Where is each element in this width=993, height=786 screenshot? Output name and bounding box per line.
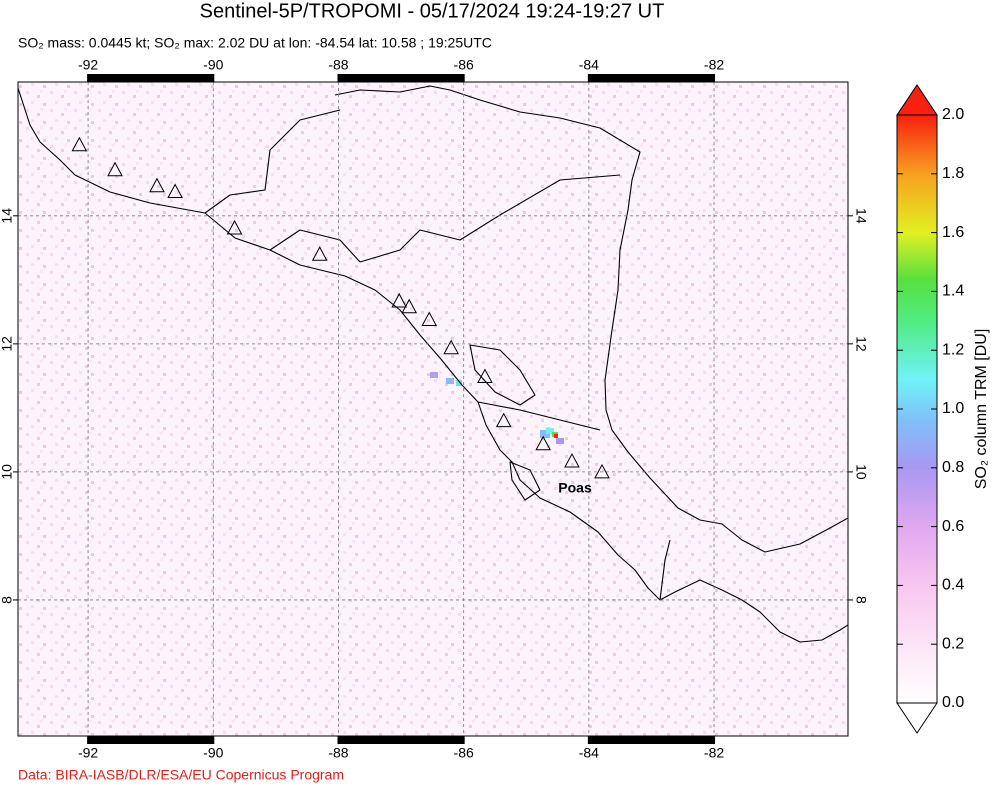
y-tick-label: 10 [0,464,15,480]
volcano-marker [401,298,418,314]
so2-pixel [546,428,554,434]
so2-pixel [456,380,462,386]
colorbar-tick-label: 0.6 [942,518,964,535]
colorbar-extend-min [896,702,938,734]
volcano-marker [107,161,123,177]
volcano-marker [311,246,328,261]
axis-bar [588,74,715,82]
axis-bar [88,74,214,82]
so2-pixel [540,430,550,438]
volcano-marker [564,452,580,468]
subtitle: SO₂ mass: 0.0445 kt; SO₂ max: 2.02 DU at… [18,35,492,51]
x-tick-label: -82 [704,745,724,761]
coastline [509,461,541,501]
colorbar-tick-label: 0.2 [942,635,964,652]
colorbar-extend-max [896,84,938,116]
colorbar-tick-label: 2.0 [942,106,964,123]
y-tick-label: 14 [853,208,869,224]
colorbar-label: SO₂ column TRM [DU] [973,329,990,490]
colorbar: SO₂ column TRM [DU] 0.0 0.2 0.4 0.6 0.8 1.0 1.… [896,84,990,734]
colorbar-tick-label: 0.4 [942,577,964,594]
volcano-marker [421,311,438,327]
axis-bar [88,736,214,744]
volcano-marker [391,292,408,308]
coastlines [18,85,848,643]
colorbar-tick-label: 1.4 [942,283,964,300]
volcano-label: Poas [558,480,592,496]
colorbar-tick-label: 0.8 [942,459,964,476]
x-tick-label: -88 [328,57,348,73]
x-tick-label: -90 [203,745,223,761]
x-tick-label: -86 [454,57,474,73]
axis-bar [338,736,464,744]
volcano-marker [167,183,183,198]
so2-pixel [430,372,438,378]
colorbar-tick-label: 1.0 [942,400,964,417]
volcano-marker [594,463,610,479]
volcano-marker [443,339,459,355]
axes: -92 -92 -90 -90 -88 -88 -86 -86 -84 -84 -82 -82 8 8 10… [0,57,869,761]
axis-bar [338,74,464,82]
map-area: Poas [18,82,848,736]
y-tick-label: 8 [0,596,15,604]
so2-pixel [554,434,558,438]
colorbar-tick-label: 0.0 [942,694,964,711]
so2-plume [430,372,564,444]
y-tick-label: 10 [853,464,869,480]
x-tick-label: -84 [579,57,599,73]
y-tick-label: 12 [0,336,15,352]
x-tick-label: -84 [579,745,599,761]
x-tick-label: -92 [78,745,98,761]
credit: Data: BIRA-IASB/DLR/ESA/EU Copernicus Pr… [18,767,344,783]
volcanoes [71,136,610,479]
colorbar-tick-label: 1.2 [942,341,964,358]
so2-pixel [556,438,564,444]
grid [18,82,848,736]
volcano-marker [495,412,512,428]
volcano-marker [149,177,165,193]
coastline [469,344,536,406]
x-tick-label: -88 [328,745,348,761]
x-tick-label: -92 [78,57,98,73]
y-tick-label: 12 [853,336,869,352]
title: Sentinel-5P/TROPOMI - 05/17/2024 19:24-1… [200,0,665,22]
border [204,109,671,601]
so2-background [18,82,848,736]
colorbar-tick-label: 1.8 [942,165,964,182]
volcano-marker [226,219,243,235]
axis-bar [588,736,715,744]
colorbar-tick-label: 1.6 [942,224,964,241]
y-tick-label: 14 [0,208,15,224]
x-tick-label: -82 [704,57,724,73]
coastline [18,87,848,643]
volcano-marker [71,136,88,152]
y-tick-label: 8 [853,596,869,604]
x-tick-label: -86 [454,745,474,761]
coastline [334,85,848,553]
so2-pixel [446,378,454,384]
colorbar-scale [896,114,938,704]
x-tick-label: -90 [203,57,223,73]
volcano-marker [535,435,552,451]
volcano-marker [477,368,493,384]
